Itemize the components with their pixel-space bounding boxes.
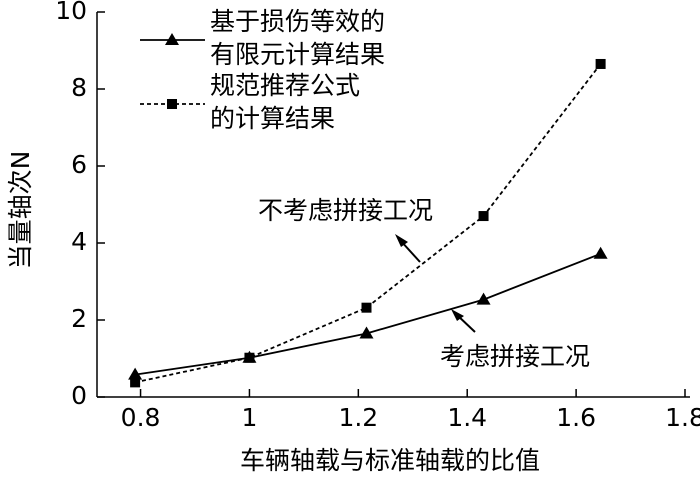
y-tick-label: 10 [55,0,87,25]
annotation: 考虑拼接工况 [440,342,590,371]
y-tick-label: 8 [71,73,87,102]
y-tick-label: 2 [71,304,87,333]
marker [361,302,372,313]
annotation: 不考虑拼接工况 [258,196,433,225]
marker [595,58,606,69]
marker [128,367,143,380]
x-tick-label: 1.8 [665,403,700,432]
y-axis-label: 当量轴次N [6,151,35,270]
marker [476,292,491,305]
x-axis-label: 车辆轴载与标准轴载的比值 [240,446,540,475]
x-tick-label: 1.6 [556,403,596,432]
annotation-arrow [395,234,476,333]
marker [593,246,608,259]
legend-marker [167,99,177,109]
legend-label: 基于损伤等效的有限元计算结果 [210,7,385,69]
y-tick-label: 6 [71,150,87,179]
marker [359,326,374,339]
y-tick-label: 4 [71,227,87,256]
x-tick-label: 1 [241,403,257,432]
series-line [134,63,602,384]
x-tick-label: 1.2 [338,403,378,432]
marker [130,377,141,388]
y-tick-label: 0 [71,381,87,410]
legend-label: 规范推荐公式的计算结果 [210,71,360,133]
x-tick-label: 1.4 [447,403,487,432]
legend-marker [165,33,179,45]
x-tick-label: 0.8 [121,403,161,432]
marker [478,211,489,222]
marker [244,352,255,363]
